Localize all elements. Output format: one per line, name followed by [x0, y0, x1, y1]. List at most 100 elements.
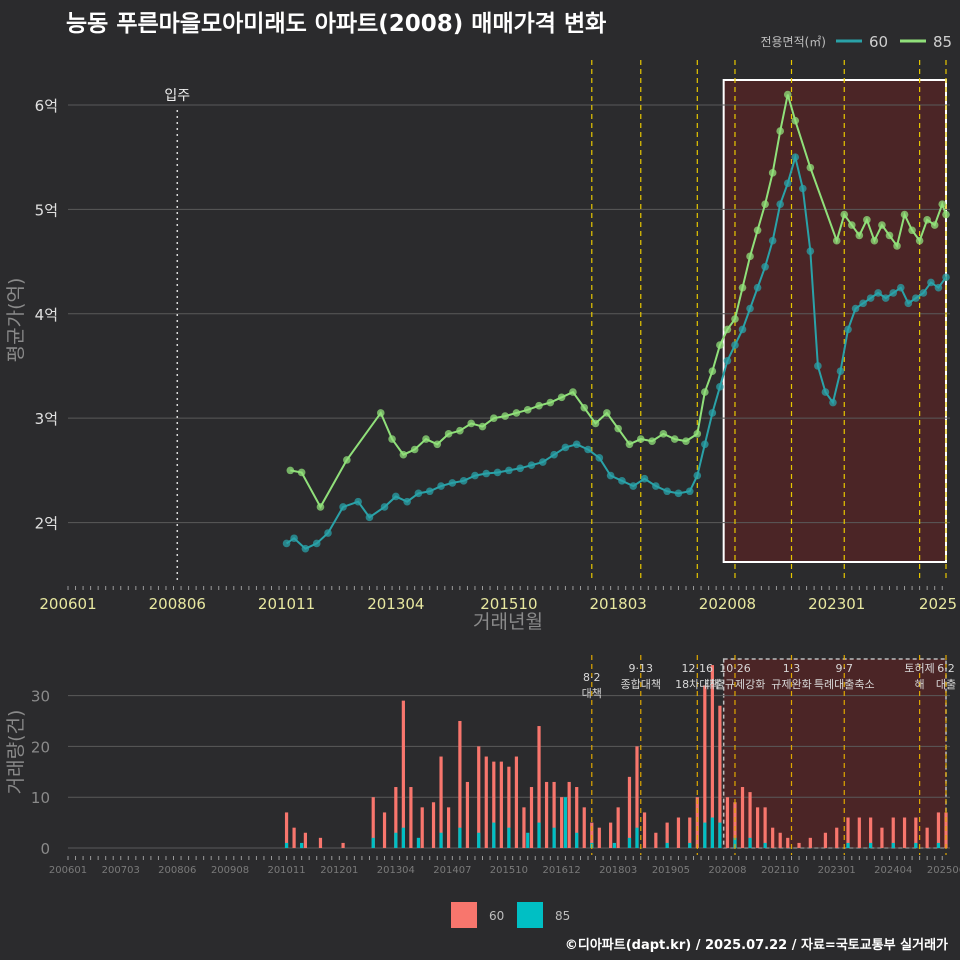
volume-x-tick-label: 202404 — [874, 865, 912, 876]
price-point-85 — [783, 90, 792, 99]
volume-bar-85 — [401, 827, 405, 848]
volume-bar-85 — [703, 822, 707, 848]
volume-bar-85 — [869, 842, 873, 848]
volume-x-tick-label: 202110 — [761, 865, 799, 876]
price-point-60 — [538, 458, 547, 466]
price-point-85 — [523, 406, 532, 414]
volume-bar-85 — [300, 842, 304, 848]
price-point-60 — [874, 289, 882, 297]
price-point-85 — [840, 210, 849, 219]
price-point-60 — [448, 479, 457, 487]
volume-bar-60 — [560, 797, 564, 848]
price-series-line-60 — [285, 153, 947, 550]
price-y-tick-label: 6억 — [35, 97, 58, 115]
policy-label-name: 18차대책 — [675, 678, 719, 691]
volume-bar-60 — [529, 787, 534, 848]
volume-bar-85 — [507, 827, 511, 848]
price-point-85 — [738, 283, 747, 292]
policy-label-date: 10·26 — [719, 662, 751, 675]
price-point-60 — [731, 341, 739, 349]
price-point-85 — [682, 437, 690, 445]
price-chart: 2억 3억 4억 5억 6억 입주 200601 200806 201011 201304 2015… — [5, 33, 957, 633]
price-point-60 — [550, 450, 558, 459]
price-point-85 — [908, 226, 916, 235]
price-point-60 — [425, 487, 434, 496]
price-x-tick-label: 201803 — [590, 595, 647, 613]
volume-y-tick-label: 0 — [40, 840, 50, 858]
price-point-60 — [723, 356, 732, 365]
volume-bar-60 — [409, 787, 413, 848]
price-x-tick-label: 200806 — [149, 595, 206, 613]
volume-bar-85 — [688, 842, 692, 848]
volume-bar-60 — [382, 812, 387, 848]
price-point-85 — [942, 210, 950, 219]
volume-bar-60 — [676, 817, 681, 848]
price-point-60 — [708, 409, 717, 417]
volume-bar-60 — [936, 812, 941, 848]
volume-bar-60 — [575, 787, 579, 848]
volume-bar-60 — [857, 817, 861, 848]
price-point-85 — [591, 419, 600, 428]
price-point-85 — [768, 169, 777, 177]
volume-bar-60 — [771, 827, 775, 848]
price-point-60 — [301, 544, 310, 553]
volume-bar-60 — [284, 812, 289, 848]
price-point-60 — [403, 497, 411, 506]
price-point-60 — [806, 247, 815, 255]
price-point-60 — [881, 294, 890, 302]
volume-bar-85 — [733, 837, 737, 848]
price-point-85 — [636, 435, 645, 443]
volume-bar-60 — [635, 746, 639, 848]
volume-bar-85 — [748, 837, 752, 848]
price-point-85 — [490, 414, 498, 422]
volume-bar-60 — [341, 842, 345, 848]
volume-bar-60 — [431, 802, 436, 848]
volume-bar-85 — [537, 822, 541, 848]
price-point-85 — [855, 231, 864, 240]
price-point-60 — [889, 289, 898, 297]
source-credit: ©디아파트(dapt.kr) / 2025.07.22 / 자료=국토교통부 실… — [564, 938, 948, 953]
price-point-85 — [847, 221, 856, 229]
price-point-60 — [844, 325, 852, 334]
price-point-85 — [701, 388, 709, 396]
price-point-85 — [723, 325, 732, 334]
price-point-60 — [791, 153, 800, 161]
volume-bar-60 — [609, 822, 613, 848]
price-x-tick-label: 201510 — [480, 595, 537, 613]
legend-label-60: 60 — [869, 33, 888, 51]
price-point-85 — [776, 127, 784, 135]
volume-bar-60 — [499, 761, 503, 848]
volume-bar-60 — [446, 807, 451, 848]
price-point-85 — [444, 430, 453, 438]
price-point-85 — [670, 435, 679, 443]
policy-label-name: 대책 — [582, 687, 602, 700]
price-point-60 — [851, 304, 860, 313]
volume-bar-60 — [786, 837, 790, 848]
price-point-85 — [478, 422, 487, 431]
volume-bar-85 — [526, 832, 530, 848]
price-point-60 — [380, 503, 389, 511]
price-point-85 — [535, 401, 543, 410]
price-point-85 — [569, 388, 577, 396]
volume-bar-60 — [748, 792, 752, 848]
price-y-axis-label: 평균가(억) — [5, 278, 27, 363]
volume-bar-60 — [665, 822, 669, 848]
volume-bar-60 — [394, 787, 398, 848]
price-y-tick-label: 3억 — [35, 410, 58, 428]
price-point-60 — [640, 474, 649, 483]
volume-bar-85 — [710, 817, 714, 848]
policy-label-date: 6·2 — [937, 662, 955, 675]
price-point-60 — [783, 179, 792, 188]
price-point-60 — [934, 283, 943, 292]
volume-bar-60 — [439, 756, 443, 848]
price-point-60 — [606, 471, 615, 480]
price-point-85 — [433, 440, 442, 449]
volume-highlight-region — [722, 658, 947, 849]
price-point-60 — [572, 440, 581, 449]
price-point-85 — [376, 409, 385, 417]
price-point-60 — [505, 466, 513, 475]
price-point-60 — [414, 489, 423, 498]
volume-bar-85 — [416, 837, 421, 848]
volume-x-tick-label: 202008 — [708, 865, 746, 876]
